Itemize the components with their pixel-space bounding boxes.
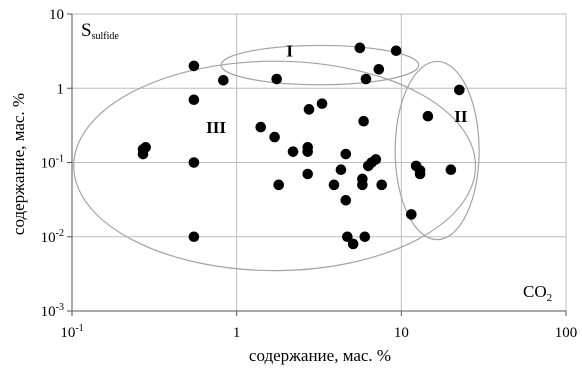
data-point [273, 179, 285, 191]
group-ellipse [73, 60, 477, 272]
y-variable-label: Ssulfide [81, 20, 119, 42]
data-point [287, 146, 299, 157]
data-point [255, 121, 267, 133]
data-point [360, 73, 372, 85]
data-point [188, 157, 200, 168]
group-ellipse [394, 60, 480, 241]
data-point [340, 194, 352, 206]
x-variable-label: CO2 [523, 282, 552, 304]
data-point [269, 131, 280, 143]
data-points [137, 42, 465, 250]
data-point [303, 104, 315, 115]
data-point [390, 45, 402, 57]
x-tick-label: 10-1 [60, 323, 83, 341]
group-label: II [454, 107, 468, 126]
data-point [302, 146, 313, 157]
data-point [271, 73, 282, 85]
data-point [188, 60, 200, 72]
data-point [188, 231, 200, 243]
y-tick-label: 10-2 [41, 228, 64, 246]
y-tick-labels: 10 1 10-1 10-2 10-3 [41, 7, 64, 320]
data-point [370, 154, 382, 165]
x-axis-title: содержание, мас. % [248, 346, 392, 365]
data-point [358, 115, 369, 127]
data-point [340, 148, 352, 160]
data-point [359, 231, 371, 243]
x-tick-label: 100 [555, 325, 578, 341]
y-tick-label: 1 [57, 81, 65, 97]
data-point [376, 179, 388, 191]
data-point [422, 110, 434, 122]
data-point [335, 164, 347, 175]
y-tick-label: 10 [49, 7, 64, 23]
group-ellipses [73, 44, 480, 272]
data-point [328, 179, 340, 191]
data-point [454, 84, 465, 96]
data-point [373, 63, 385, 75]
data-point [342, 231, 353, 243]
data-point [188, 94, 200, 106]
data-point [218, 74, 229, 86]
data-point [414, 165, 426, 176]
data-point [406, 209, 417, 220]
data-point [445, 164, 457, 175]
data-point [347, 238, 359, 250]
data-point [316, 98, 328, 109]
axes [67, 13, 567, 316]
y-axis-title: содержание, мас. % [9, 92, 28, 236]
group-label: III [206, 118, 226, 137]
x-tick-label: 10 [394, 325, 409, 341]
x-tick-labels: 10-1 1 10 100 [60, 323, 577, 341]
group-label: I [286, 42, 293, 61]
data-point [140, 142, 151, 153]
y-tick-label: 10-3 [41, 302, 64, 320]
data-point [302, 168, 313, 180]
data-point [357, 179, 368, 191]
data-point [354, 42, 366, 54]
y-tick-label: 10-1 [41, 154, 64, 172]
x-tick-label: 1 [233, 325, 241, 341]
